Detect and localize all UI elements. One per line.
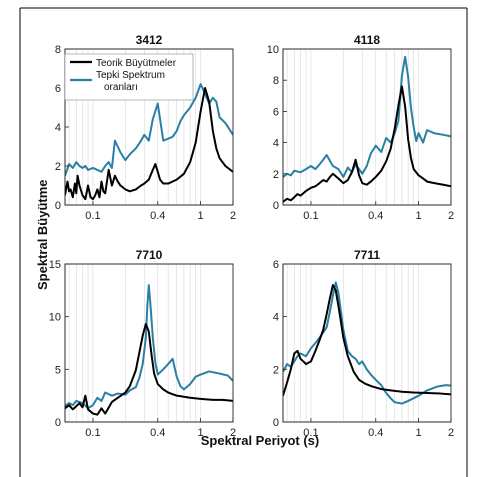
y-tick-label: 4 (273, 312, 279, 324)
x-tick-label: 1 (198, 210, 204, 222)
series-tepki-line (65, 83, 233, 177)
y-tick-label: 0 (273, 200, 279, 212)
axes-border (282, 48, 452, 206)
y-tick-label: 4 (273, 138, 279, 150)
series-tepki-line (283, 55, 451, 178)
series-tepki-line (283, 281, 451, 405)
legend-label-tepki: Tepki Spektrum oranları (96, 70, 165, 93)
y-tick-label: 4 (55, 122, 61, 134)
x-axis-title: Spektral Periyot (s) (201, 433, 320, 448)
x-tick-label: 1 (416, 210, 422, 222)
x-tick-label: 2 (448, 427, 454, 439)
x-tick-label: 0.1 (85, 427, 100, 439)
x-tick-label: 0.4 (150, 210, 165, 222)
series-tepki-line (65, 284, 233, 410)
x-tick-label: 2 (230, 427, 236, 439)
x-tick-label: 0.4 (368, 210, 383, 222)
panel-title: 4118 (354, 33, 380, 47)
x-tick-label: 0.1 (85, 210, 100, 222)
series-teorik-line (65, 87, 233, 201)
y-tick-label: 6 (273, 106, 279, 118)
x-tick-label: 1 (198, 427, 204, 439)
panel-title: 7710 (136, 248, 163, 262)
axes-border (64, 263, 234, 423)
y-tick-label: 8 (55, 44, 61, 56)
series-teorik-line (283, 85, 451, 203)
x-tick-label: 2 (448, 210, 454, 222)
legend: Teorik Büyütmeler Tepki Spektrum oranları (64, 53, 194, 101)
panel-7711: 0.1 0.4 1 2 0 2 4 6 7711 (273, 248, 454, 439)
y-tick-label: 2 (55, 161, 61, 173)
panel-title: 3412 (136, 33, 163, 47)
y-tick-label: 8 (273, 75, 279, 87)
y-tick-label: 5 (55, 364, 61, 376)
panel-4118: 0.1 0.4 1 2 0 2 4 6 8 10 4118 (267, 33, 454, 222)
y-tick-label: 0 (273, 417, 279, 429)
y-tick-label: 6 (55, 83, 61, 95)
axes-border (282, 263, 452, 423)
y-tick-label: 10 (49, 312, 61, 324)
y-tick-label: 6 (273, 259, 279, 271)
y-tick-label: 0 (55, 417, 61, 429)
x-tick-label: 2 (230, 210, 236, 222)
y-tick-label: 10 (267, 44, 279, 56)
x-tick-label: 0.4 (150, 427, 165, 439)
y-tick-label: 2 (273, 169, 279, 181)
x-tick-label: 0.4 (368, 427, 383, 439)
x-tick-label: 0.1 (303, 427, 318, 439)
y-tick-label: 0 (55, 200, 61, 212)
series-teorik-line (283, 284, 451, 396)
y-axis-title: Spektral Büyütme (35, 179, 50, 290)
legend-label-teorik: Teorik Büyütmeler (96, 58, 177, 69)
x-tick-label: 1 (416, 427, 422, 439)
panel-7710: 0.1 0.4 1 2 0 5 10 15 7710 (49, 248, 236, 439)
series-teorik-line (65, 323, 233, 416)
y-tick-label: 2 (273, 364, 279, 376)
y-tick-label: 15 (49, 259, 61, 271)
panel-title: 7711 (354, 248, 380, 262)
x-tick-label: 0.1 (303, 210, 318, 222)
axes-box (282, 263, 452, 423)
